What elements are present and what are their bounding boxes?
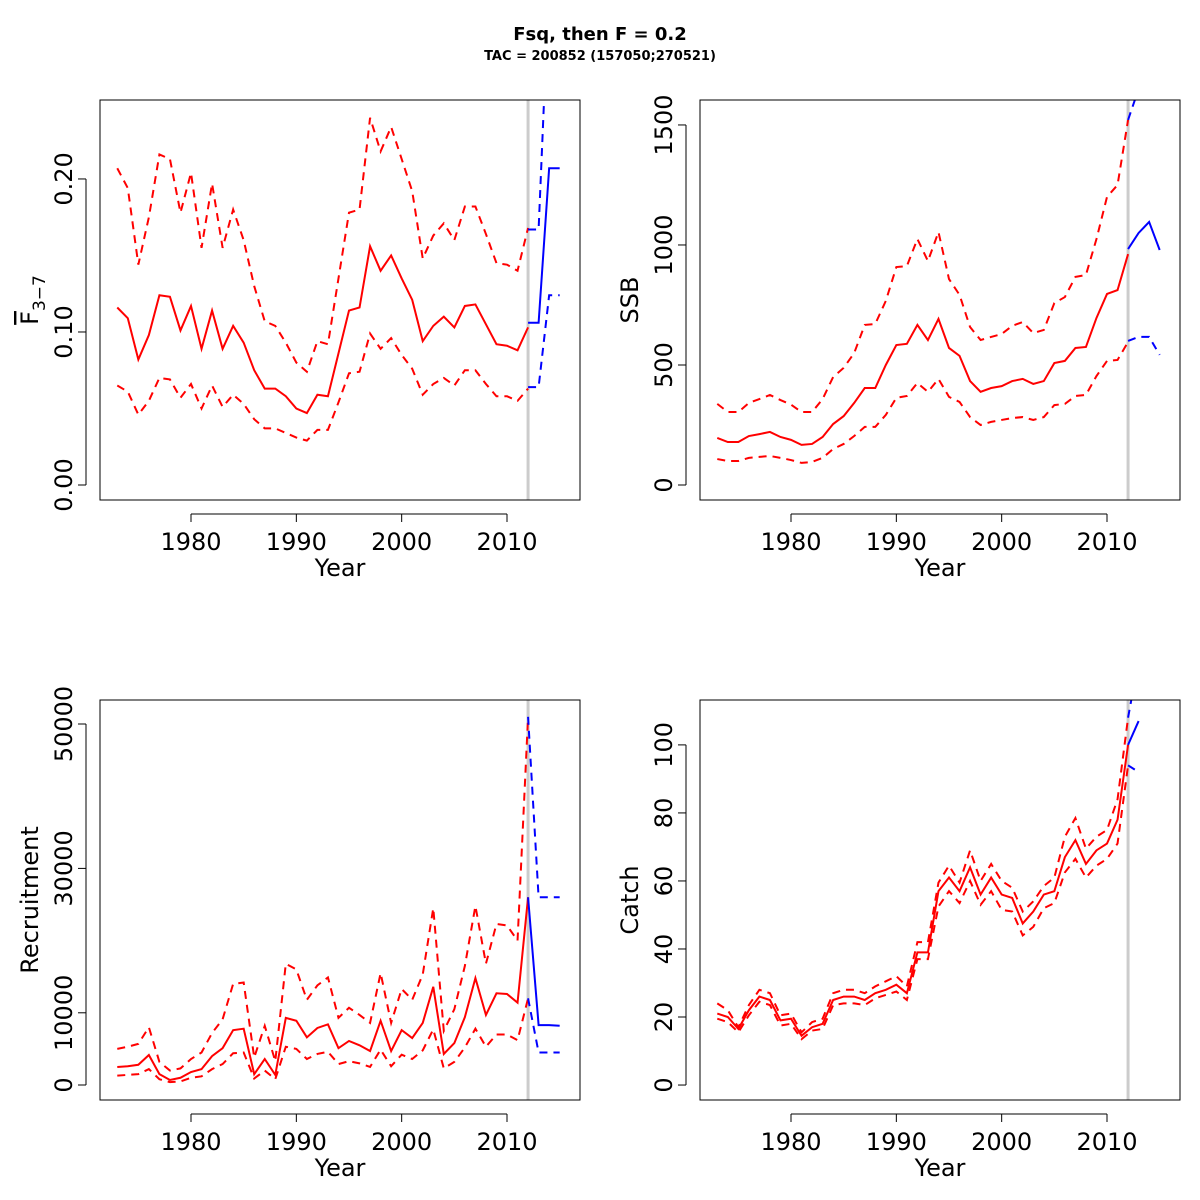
estimate-line	[527, 897, 560, 1027]
y-tick-label: 500	[650, 342, 678, 388]
x-tick-label: 1990	[266, 528, 327, 556]
y-tick-label: 0	[650, 477, 678, 492]
y-axis-title: Catch	[616, 865, 644, 934]
y-axis-title: Recruitment	[16, 826, 44, 973]
page-title: Fsq, then F = 0.2	[513, 24, 687, 45]
confidence-line	[1127, 700, 1133, 718]
page-subtitle: TAC = 200852 (157050;270521)	[484, 49, 716, 64]
plot-frame	[99, 699, 581, 1101]
y-tick-label: 0.10	[50, 305, 78, 358]
series-group	[117, 716, 560, 1084]
estimate-line	[116, 242, 529, 415]
confidence-line	[116, 117, 530, 374]
y-tick-label: 1000	[650, 214, 678, 275]
y-tick-label: 80	[650, 798, 678, 829]
panel: 1980 1990 2000 2010 Year 0 500 1000 1500 SSB	[616, 94, 1181, 582]
x-axis-title: Year	[314, 1154, 366, 1182]
confidence-line	[527, 998, 560, 1054]
x-axis-title: Year	[914, 554, 966, 582]
confidence-line	[1127, 335, 1161, 356]
y-axis-title: F3−7	[16, 275, 50, 325]
plot-frame	[699, 99, 1181, 501]
confidence-line	[716, 717, 1130, 1034]
y-tick-label: 0	[50, 1077, 78, 1092]
confidence-line	[117, 716, 530, 1072]
x-tick-label: 1980	[160, 528, 221, 556]
confidence-line	[528, 100, 546, 231]
x-tick-label: 2000	[371, 528, 432, 556]
y-tick-label: 60	[650, 866, 678, 897]
y-tick-label: 20	[650, 1002, 678, 1033]
y-tick-label: 0.20	[50, 152, 78, 205]
series-group	[716, 700, 1140, 1041]
confidence-line	[528, 294, 560, 389]
plot-frame	[99, 99, 581, 501]
series-group	[116, 100, 560, 442]
y-tick-label: 0.00	[50, 458, 78, 511]
estimate-line	[1127, 220, 1161, 251]
confidence-line	[527, 716, 560, 899]
x-axis-title: Year	[314, 554, 366, 582]
x-tick-label: 2000	[371, 1128, 432, 1156]
y-tick-label: 50000	[50, 686, 78, 762]
y-axis-title-main: Recruitment	[16, 826, 44, 973]
x-tick-label: 2010	[476, 528, 537, 556]
y-tick-label: 0	[650, 1077, 678, 1092]
estimate-line	[716, 253, 1130, 446]
y-tick-label: 1500	[650, 94, 678, 155]
confidence-line	[716, 119, 1130, 414]
estimate-line	[1127, 720, 1140, 746]
confidence-line	[117, 998, 530, 1084]
y-tick-label: 30000	[50, 830, 78, 906]
y-tick-label: 40	[650, 934, 678, 965]
panel: 1980 1990 2000 2010 Year 0 20 40 60 80 100 Catch	[616, 699, 1181, 1182]
x-tick-label: 1990	[866, 528, 927, 556]
x-tick-label: 1980	[760, 528, 821, 556]
y-axis-title-main: F	[16, 311, 44, 325]
x-tick-label: 1980	[760, 1128, 821, 1156]
estimate-line	[117, 897, 530, 1081]
y-axis-title-main: SSB	[616, 277, 644, 324]
x-tick-label: 2000	[971, 1128, 1032, 1156]
panel: 1980 1990 2000 2010 Year 0 10000 30000 50000 Recr…	[16, 686, 581, 1182]
x-tick-label: 2010	[476, 1128, 537, 1156]
y-axis-title-main: Catch	[616, 865, 644, 934]
y-axis-title-sub: 3−7	[30, 275, 50, 311]
y-tick-label: 100	[650, 722, 678, 768]
x-tick-label: 2000	[971, 528, 1032, 556]
x-axis-title: Year	[914, 1154, 966, 1182]
y-tick-label: 10000	[50, 975, 78, 1051]
x-tick-label: 2010	[1076, 1128, 1137, 1156]
x-tick-label: 1990	[266, 1128, 327, 1156]
estimate-line	[528, 167, 560, 324]
confidence-line	[1127, 764, 1140, 773]
confidence-line	[717, 341, 1129, 464]
x-tick-label: 2010	[1076, 528, 1137, 556]
panel: 1980 1990 2000 2010 Year 0.00 0.10 0.20 F3−7	[16, 99, 581, 582]
plot-frame	[699, 699, 1181, 1101]
x-tick-label: 1990	[866, 1128, 927, 1156]
x-tick-label: 1980	[160, 1128, 221, 1156]
series-group	[716, 100, 1161, 464]
confidence-line	[1127, 100, 1136, 121]
y-axis-title: SSB	[616, 277, 644, 324]
estimate-line	[716, 744, 1130, 1038]
confidence-line	[716, 765, 1130, 1041]
confidence-line	[116, 331, 529, 442]
